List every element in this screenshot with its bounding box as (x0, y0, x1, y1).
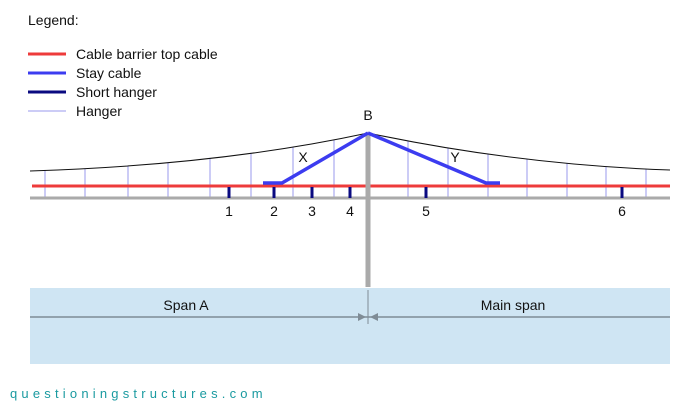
tower-label: B (363, 107, 372, 123)
legend-item-top-cable: Cable barrier top cable (28, 46, 218, 62)
arrow-left-span (358, 313, 366, 321)
hangers (44, 139, 647, 198)
stay-cable-y (367, 131, 500, 185)
short-hanger-label: 4 (346, 203, 354, 219)
short-hangers: 1 2 3 4 5 6 (225, 187, 626, 219)
legend-item-short-hanger: Short hanger (28, 84, 157, 100)
stay-cable-x (263, 131, 369, 185)
short-hanger-label: 1 (225, 203, 233, 219)
arrow-right-span (370, 313, 378, 321)
short-hanger-label: 2 (270, 203, 278, 219)
svg-text:Short hanger: Short hanger (76, 84, 157, 100)
stay-label-y: Y (450, 149, 460, 165)
svg-text:Stay cable: Stay cable (76, 65, 142, 81)
legend-title: Legend: (28, 12, 79, 28)
stay-label-x: X (298, 149, 308, 165)
watermark: questioningstructures.com (10, 386, 267, 401)
svg-text:Cable barrier top cable: Cable barrier top cable (76, 46, 218, 62)
span-a-label: Span A (163, 297, 209, 313)
main-cable (29, 132, 671, 172)
water-area (30, 288, 670, 364)
main-span-label: Main span (481, 297, 546, 313)
legend-item-stay-cable: Stay cable (28, 65, 142, 81)
short-hanger-label: 6 (618, 203, 626, 219)
legend-item-hanger: Hanger (28, 103, 122, 119)
svg-text:Hanger: Hanger (76, 103, 122, 119)
short-hanger-label: 5 (422, 203, 430, 219)
short-hanger-label: 3 (308, 203, 316, 219)
